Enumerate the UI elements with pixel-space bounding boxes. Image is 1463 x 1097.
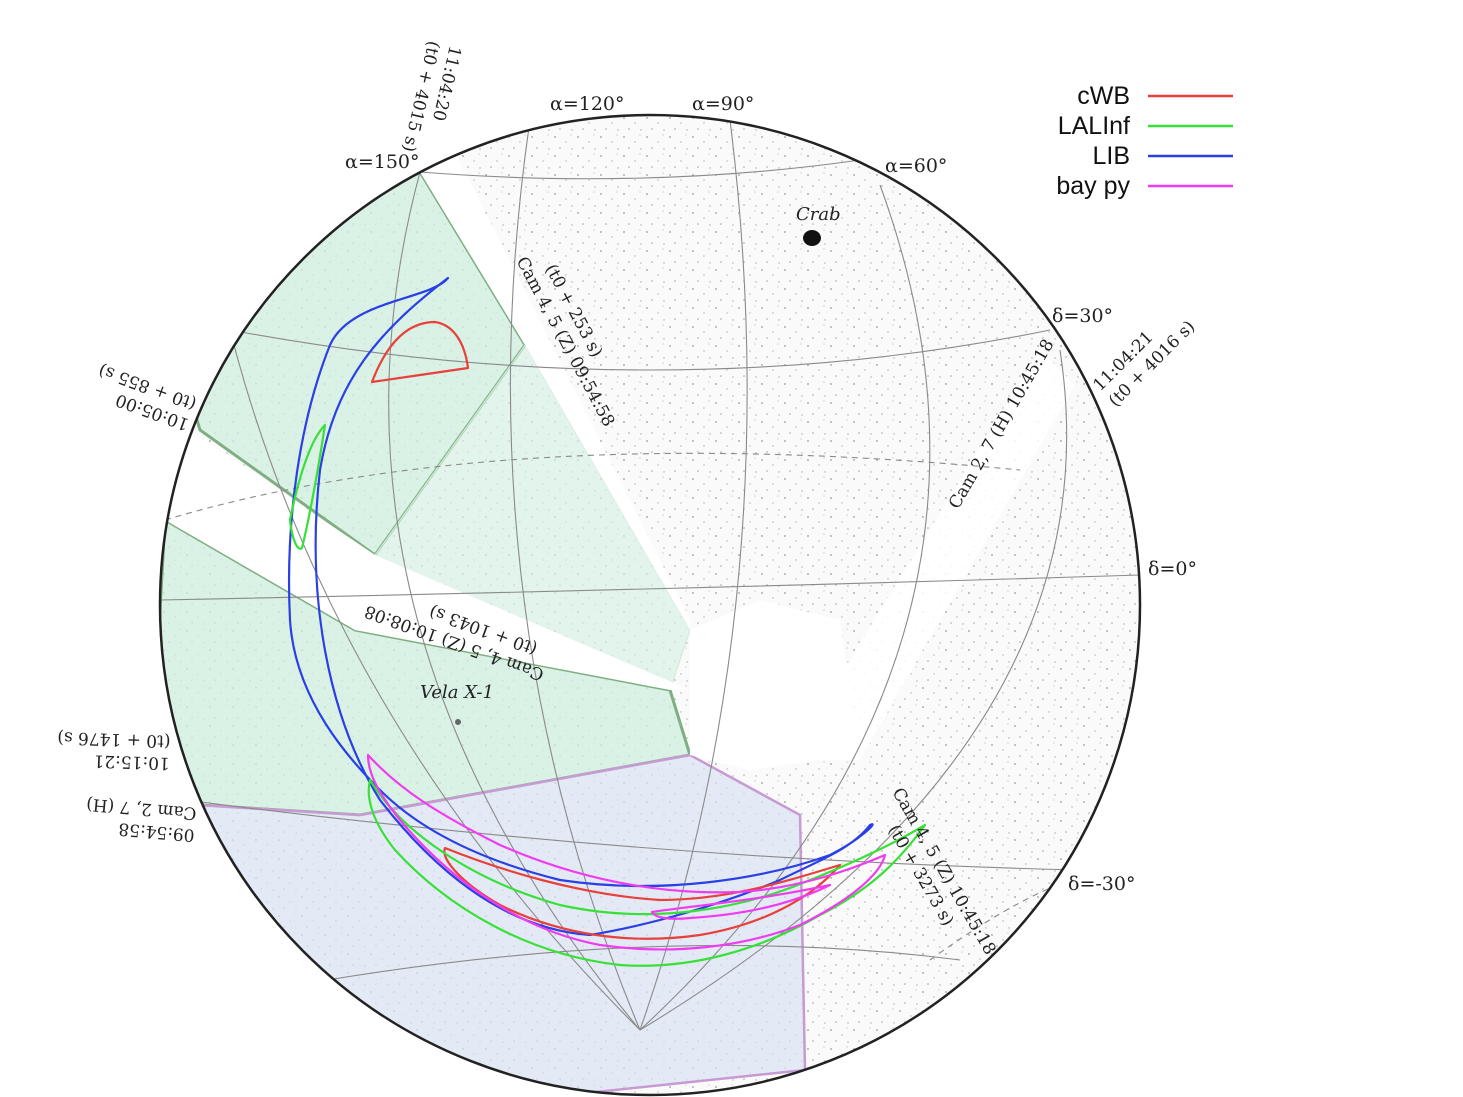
lalinf-contour-upper — [288, 423, 327, 550]
dec-0-label: δ=0° — [1148, 558, 1197, 580]
strip-label-left-1015-a: 10:15:21 — [93, 750, 170, 773]
legend-label-0: cWB — [1077, 82, 1130, 110]
ra-120-label: α=120° — [550, 93, 625, 115]
globe-outline — [158, 113, 1142, 1097]
strip-middle — [165, 430, 690, 690]
baypy-contour — [366, 753, 887, 951]
globe — [160, 115, 1140, 1095]
crab-label: Crab — [796, 204, 841, 225]
vela-marker — [455, 719, 461, 725]
dec-30-label: δ=30° — [1052, 305, 1113, 327]
dec-m30-label: δ=-30° — [1068, 873, 1135, 895]
lib-contour — [287, 276, 874, 937]
strip-center — [690, 600, 860, 770]
contours — [287, 276, 927, 967]
strip-upper — [420, 152, 690, 630]
coordinate-grid — [160, 119, 1140, 1031]
lalinf-contour-lower — [367, 778, 927, 967]
ra-150-label: α=150° — [345, 151, 420, 173]
strip-label-left-1015-b: (t0 + 1476 s) — [57, 727, 171, 751]
strip-right — [825, 350, 1075, 760]
vela-label: Vela X-1 — [420, 682, 494, 703]
strip-label-left-cam27-b: Cam 2, 7 (H) — [85, 793, 197, 823]
ra-90-label: α=90° — [692, 93, 754, 115]
cwb-contour-upper — [370, 320, 470, 384]
legend-label-2: LIB — [1092, 142, 1130, 170]
ra-60-label: α=60° — [885, 155, 947, 177]
legend-label-1: LALInf — [1058, 112, 1130, 140]
legend-label-3: bay py — [1056, 172, 1130, 200]
crab-marker — [803, 230, 821, 246]
